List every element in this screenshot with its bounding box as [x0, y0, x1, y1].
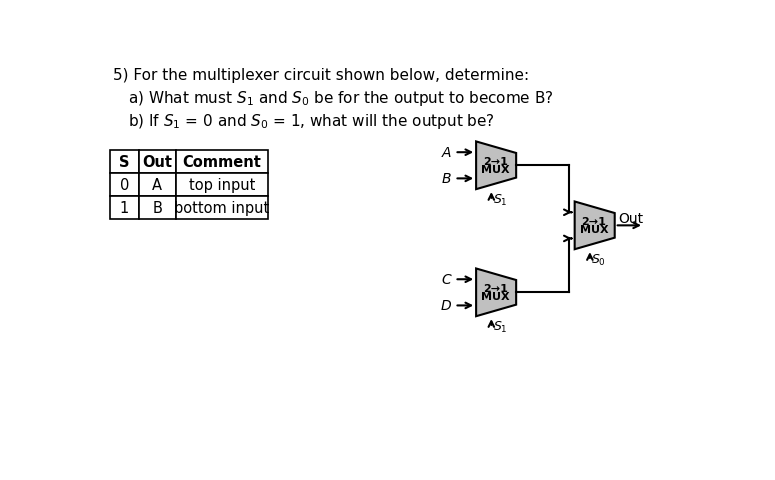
Text: $S_0$: $S_0$ [591, 252, 606, 267]
Text: $S_1$: $S_1$ [493, 192, 508, 207]
Text: B: B [153, 201, 162, 216]
Text: D: D [441, 299, 452, 313]
Text: 2→1: 2→1 [483, 157, 508, 167]
Bar [109, 174, 139, 197]
Polygon shape [476, 142, 516, 190]
Text: MUX: MUX [580, 225, 608, 235]
Bar [176, 174, 268, 197]
Bar [139, 151, 176, 174]
Bar [139, 174, 176, 197]
Text: $S_1$: $S_1$ [493, 319, 508, 334]
Text: 5) For the multiplexer circuit shown below, determine:: 5) For the multiplexer circuit shown bel… [112, 68, 529, 83]
Text: 1: 1 [119, 201, 129, 216]
Text: MUX: MUX [481, 291, 510, 301]
Text: A: A [442, 146, 452, 160]
Text: bottom input: bottom input [174, 201, 270, 216]
Bar [139, 197, 176, 220]
Polygon shape [476, 269, 516, 316]
Bar [109, 197, 139, 220]
Text: Out: Out [143, 155, 172, 169]
Bar [176, 197, 268, 220]
Text: C: C [442, 273, 452, 287]
Text: MUX: MUX [481, 165, 510, 175]
Bar [109, 151, 139, 174]
Text: A: A [153, 178, 162, 192]
Text: b) If $S_1$ = 0 and $S_0$ = 1, what will the output be?: b) If $S_1$ = 0 and $S_0$ = 1, what will… [128, 112, 495, 131]
Text: 2→1: 2→1 [483, 284, 508, 294]
Text: top input: top input [189, 178, 255, 192]
Text: a) What must $S_1$ and $S_0$ be for the output to become B?: a) What must $S_1$ and $S_0$ be for the … [128, 89, 553, 108]
Text: B: B [442, 172, 452, 186]
Text: 2→1: 2→1 [581, 217, 606, 227]
Polygon shape [575, 202, 615, 250]
Text: S: S [119, 155, 129, 169]
Text: Comment: Comment [183, 155, 261, 169]
Text: 0: 0 [119, 178, 129, 192]
Bar [176, 151, 268, 174]
Text: Out: Out [618, 211, 643, 225]
